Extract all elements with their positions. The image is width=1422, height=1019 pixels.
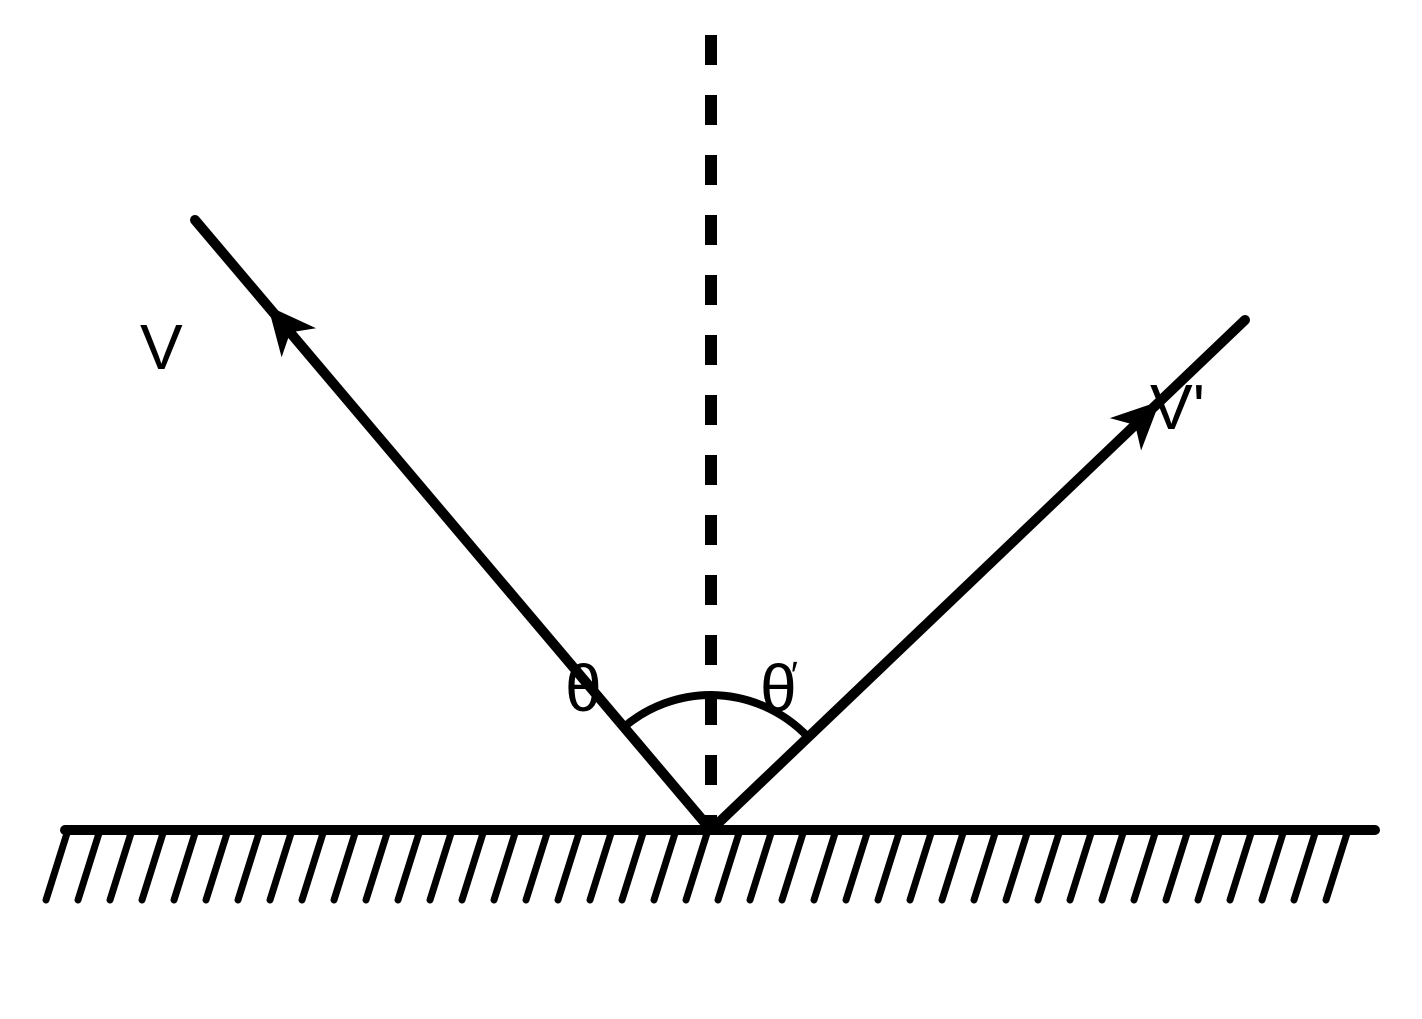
label-v-prime: V' bbox=[1150, 370, 1205, 444]
label-theta: θ bbox=[565, 650, 602, 726]
physics-diagram-svg bbox=[0, 0, 1422, 1014]
label-theta-prime: θ′ bbox=[760, 650, 798, 726]
label-v: V bbox=[140, 310, 183, 384]
diagram-container: V V' θ θ′ bbox=[0, 0, 1422, 1014]
